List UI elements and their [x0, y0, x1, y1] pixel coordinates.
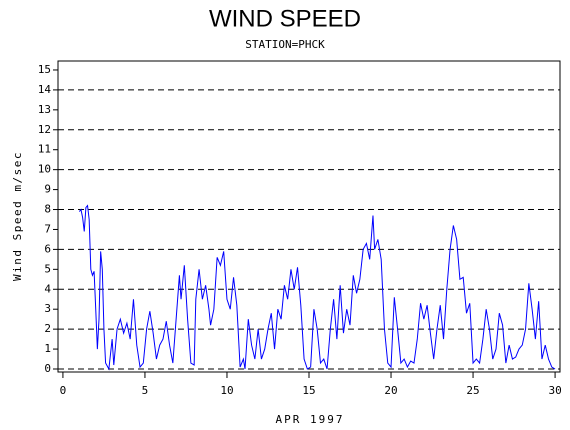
- x-tick-label: 10: [220, 384, 233, 397]
- y-tick-label: 5: [44, 262, 51, 275]
- y-tick-label: 13: [38, 103, 51, 116]
- y-tick-label: 3: [44, 302, 51, 315]
- chart-title: WIND SPEED: [209, 5, 361, 32]
- chart-subtitle: STATION=PHCK: [245, 38, 325, 51]
- y-tick-label: 0: [44, 362, 51, 375]
- y-tick-label: 8: [44, 203, 51, 216]
- y-tick-label: 4: [44, 282, 51, 295]
- y-tick-label: 2: [44, 322, 51, 335]
- y-tick-label: 9: [44, 183, 51, 196]
- y-tick-label: 7: [44, 222, 51, 235]
- x-tick-label: 15: [302, 384, 315, 397]
- y-tick-label: 6: [44, 242, 51, 255]
- x-tick-label: 20: [384, 384, 397, 397]
- y-tick-label: 11: [38, 143, 51, 156]
- y-tick-label: 10: [38, 163, 51, 176]
- x-axis-label: APR 1997: [276, 413, 345, 426]
- y-tick-label: 1: [44, 342, 51, 355]
- x-tick-label: 5: [142, 384, 149, 397]
- y-tick-label: 12: [38, 123, 51, 136]
- data-line: [78, 204, 556, 371]
- x-tick-label: 0: [60, 384, 67, 397]
- y-axis-label: Wind Speed m/sec: [11, 151, 24, 281]
- y-tick-label: 15: [38, 63, 51, 76]
- y-tick-label: 14: [38, 83, 52, 96]
- x-tick-label: 30: [548, 384, 561, 397]
- x-tick-label: 25: [466, 384, 479, 397]
